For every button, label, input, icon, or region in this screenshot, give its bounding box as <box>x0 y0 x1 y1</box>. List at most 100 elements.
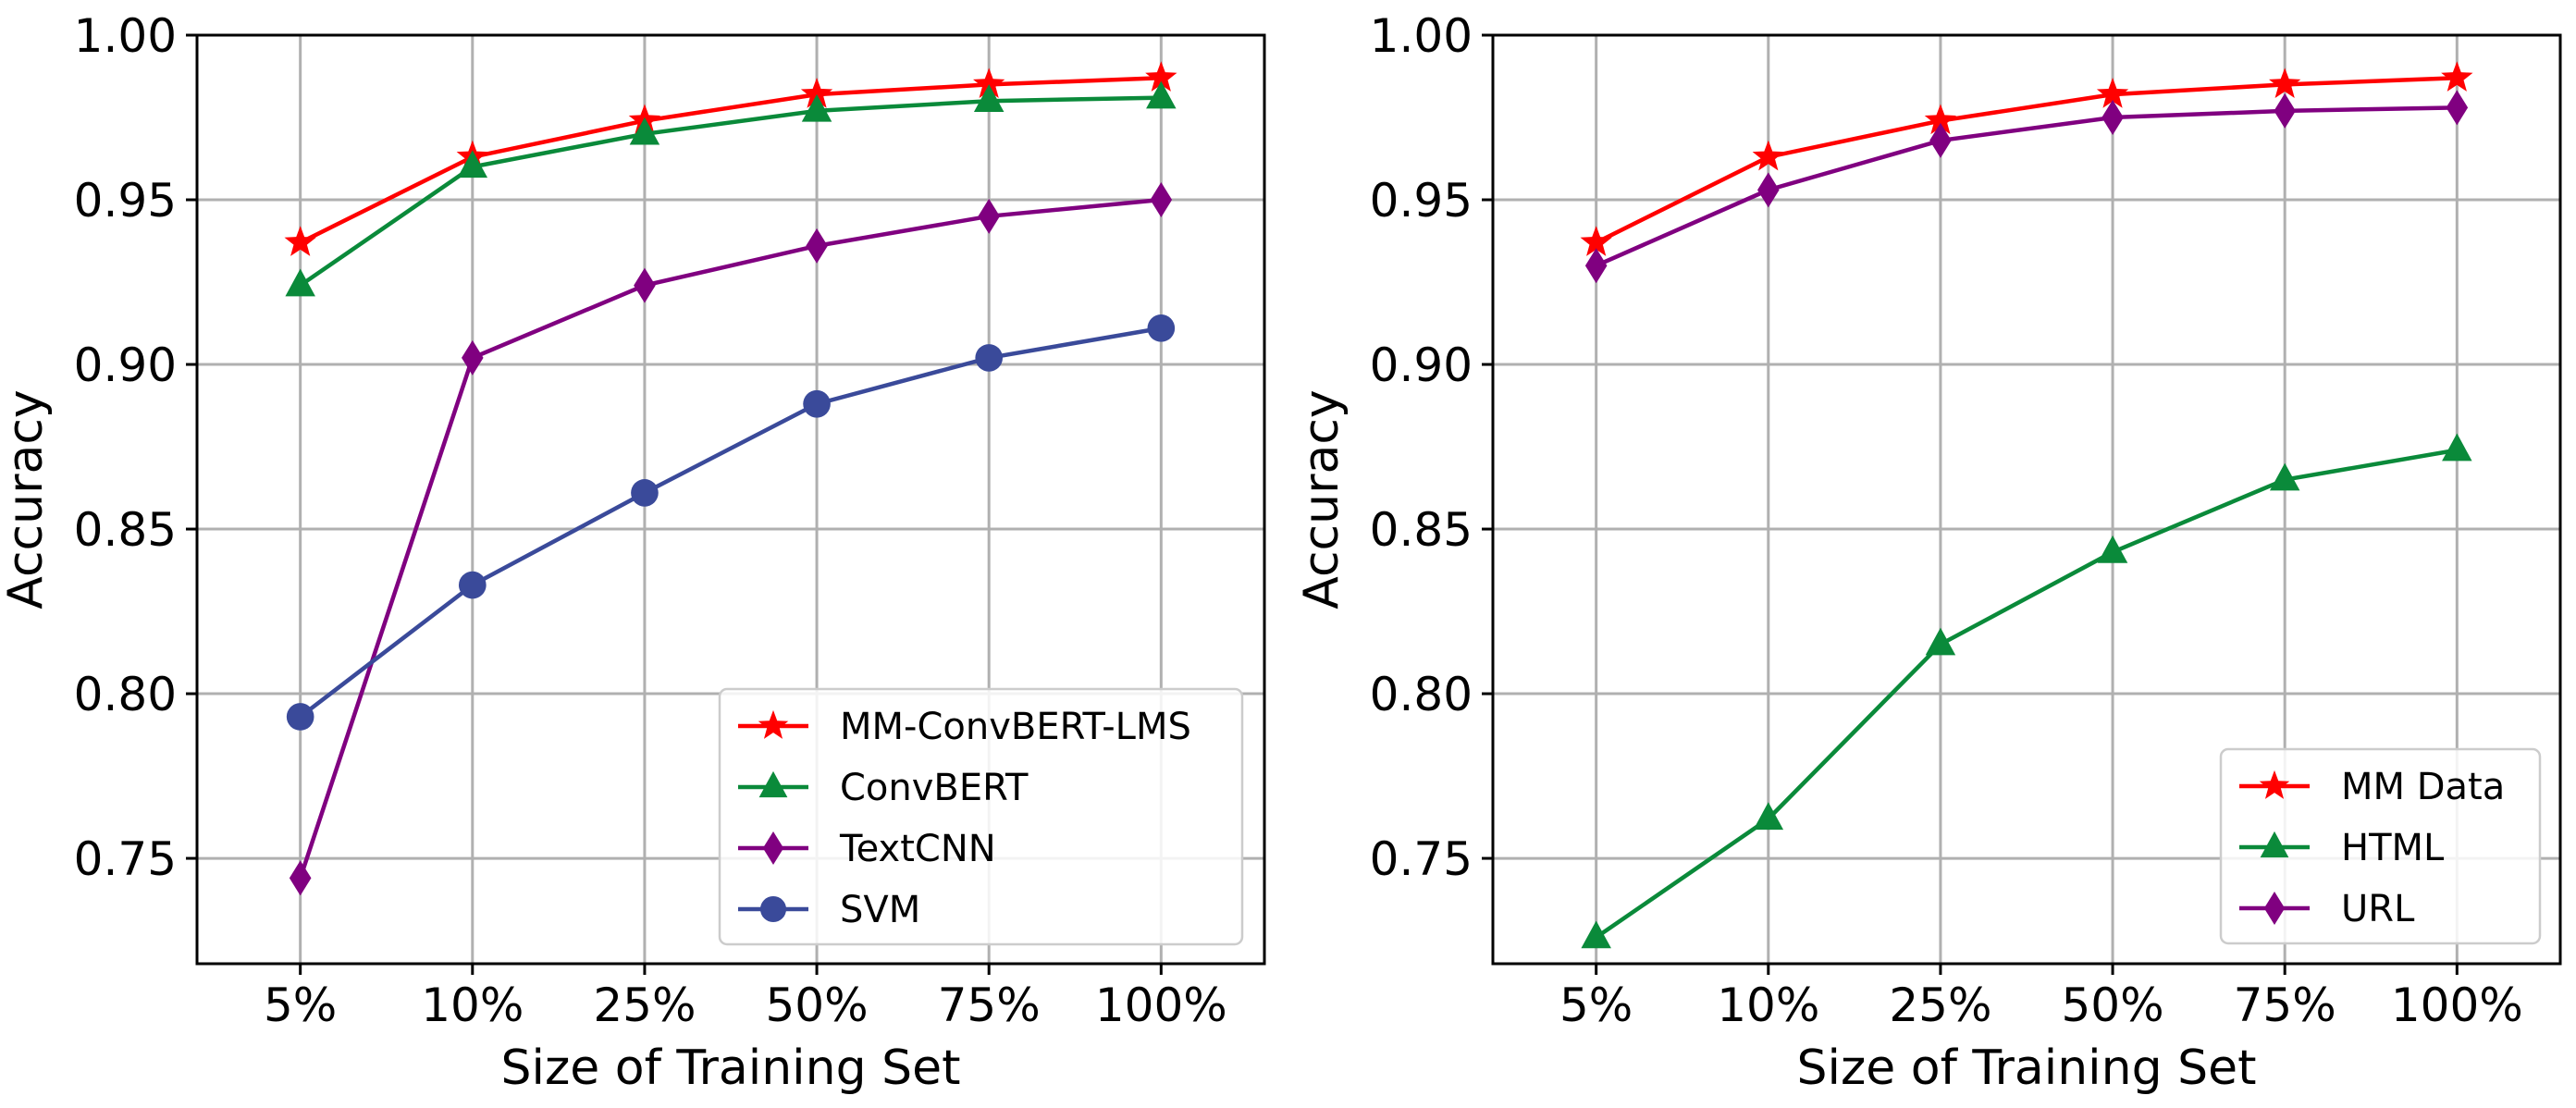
data-point <box>2096 78 2129 108</box>
data-point <box>634 267 656 303</box>
legend-marker <box>2260 831 2289 858</box>
data-point <box>1752 140 1784 171</box>
data-point <box>1146 80 1177 109</box>
legend-label: MM-ConvBERT-LMS <box>840 706 1191 748</box>
data-point <box>1929 122 1952 158</box>
data-point <box>458 571 487 599</box>
y-tick-label: 0.85 <box>1370 503 1473 557</box>
legend-box <box>718 687 1244 946</box>
legend-marker <box>759 895 787 923</box>
legend-box <box>2219 747 2542 945</box>
data-point <box>1757 172 1780 208</box>
chart-2: 5% 10% 25% 50% 75% 100% 0.75 0.80 0.85 0.90 0.95 1.… <box>1294 9 2562 1096</box>
x-tick-label: 50% <box>2061 979 2163 1032</box>
x-tick-label: 100% <box>2391 979 2523 1032</box>
legend: MM-ConvBERT-LMS ConvBERT TextCNN SVM <box>718 687 1244 946</box>
series-line <box>299 95 1162 288</box>
data-point <box>1581 920 1611 949</box>
legend-marker <box>758 709 789 739</box>
data-point <box>2269 462 2300 491</box>
plot-frame <box>1491 33 2562 966</box>
data-point <box>800 78 833 108</box>
data-point <box>2274 92 2296 129</box>
y-tick-label: 0.90 <box>74 339 177 392</box>
data-point <box>1925 627 1956 656</box>
data-point <box>1580 226 1612 256</box>
series-line <box>299 326 1162 719</box>
x-tick-label: 5% <box>264 979 337 1032</box>
data-point <box>1584 248 1608 284</box>
series-svm <box>286 314 1176 731</box>
x-tick-label: 75% <box>2234 979 2336 1032</box>
x-tick-label: 100% <box>1095 979 1227 1032</box>
series-html <box>1581 433 2472 949</box>
y-tick-label: 1.00 <box>1370 9 1473 63</box>
series-line <box>299 76 1162 245</box>
legend-marker <box>2263 892 2286 925</box>
y-tick-label: 0.80 <box>1370 668 1473 721</box>
data-point <box>2441 61 2473 92</box>
legend-label: SVM <box>840 889 920 931</box>
data-point <box>285 268 315 297</box>
series-line <box>1595 448 2458 940</box>
legend-label: HTML <box>2341 827 2445 869</box>
legend-label: TextCNN <box>839 828 996 870</box>
data-point <box>2269 68 2301 99</box>
data-point <box>2097 535 2128 563</box>
series-convbert <box>285 80 1177 297</box>
legend-label: URL <box>2341 888 2415 930</box>
x-tick-label: 50% <box>765 979 868 1032</box>
x-tick-label: 10% <box>421 979 524 1032</box>
data-point <box>978 198 1000 234</box>
x-axis-label: Size of Training Set <box>1796 1040 2256 1096</box>
data-point <box>806 228 828 264</box>
y-tick-label: 0.95 <box>74 174 177 228</box>
legend-marker <box>762 831 784 865</box>
data-point <box>975 344 1004 372</box>
y-tick-label: 0.75 <box>1370 832 1473 886</box>
legend-label: ConvBERT <box>840 767 1029 809</box>
data-point <box>973 68 1005 99</box>
data-point <box>286 703 314 731</box>
x-axis-label: Size of Training Set <box>500 1040 960 1096</box>
data-point <box>1150 182 1173 218</box>
y-axis-label: Accuracy <box>1294 389 1350 609</box>
legend-label: MM Data <box>2341 766 2505 808</box>
data-point <box>2446 90 2469 126</box>
data-point <box>2101 100 2124 136</box>
series-url <box>1584 90 2469 284</box>
x-tick-label: 5% <box>1559 979 1633 1032</box>
data-point <box>629 117 660 145</box>
data-point <box>1147 314 1176 342</box>
data-point <box>803 389 831 418</box>
y-tick-label: 0.75 <box>74 832 177 886</box>
chart-1: 5% 10% 25% 50% 75% 100% 0.75 0.80 0.85 0.90 0.95 1.… <box>0 9 1266 1096</box>
series-textcnn <box>289 182 1173 896</box>
x-tick-label: 25% <box>1889 979 1991 1032</box>
y-tick-label: 0.80 <box>74 668 177 721</box>
data-point <box>2442 433 2472 462</box>
plot-frame <box>195 33 1266 966</box>
data-point <box>457 150 488 179</box>
data-point <box>973 84 1005 112</box>
data-point <box>631 479 659 507</box>
x-tick-label: 75% <box>938 979 1041 1032</box>
series-line <box>1595 105 2458 268</box>
series-mm-data <box>1580 61 2473 256</box>
series-line <box>1595 76 2458 245</box>
series-mm-convbert-lms <box>284 61 1177 256</box>
y-tick-label: 0.85 <box>74 503 177 557</box>
data-point <box>801 93 832 122</box>
data-point <box>1924 104 1957 135</box>
x-tick-label: 10% <box>1717 979 1819 1032</box>
legend-marker <box>2259 769 2290 799</box>
y-tick-label: 0.95 <box>1370 174 1473 228</box>
series-line <box>298 197 1162 880</box>
data-point <box>462 339 484 375</box>
x-tick-label: 25% <box>593 979 696 1032</box>
legend: MM Data HTML URL <box>2219 747 2542 945</box>
data-point <box>1145 61 1177 92</box>
data-point <box>1753 802 1784 831</box>
y-tick-label: 0.90 <box>1370 339 1473 392</box>
